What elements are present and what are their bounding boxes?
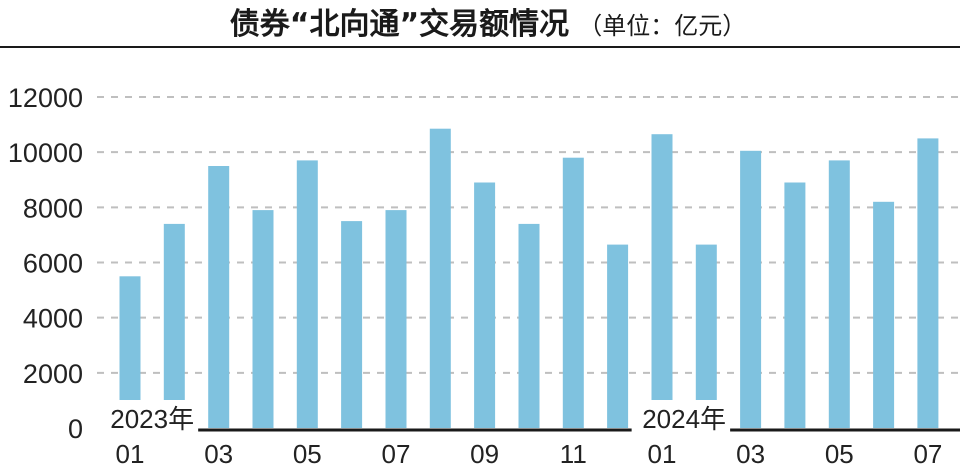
bar — [163, 223, 185, 428]
year-label: 2024年 — [642, 404, 726, 434]
bar — [873, 201, 895, 428]
bars — [119, 128, 939, 429]
bar — [119, 276, 141, 428]
y-tick-labels: 0 2000 4000 6000 8000 10000 12000 — [8, 83, 83, 444]
grid-lines — [97, 96, 960, 374]
chart-title-text: 债券“北向通”交易额情况 — [230, 7, 569, 42]
y-tick-label: 8000 — [23, 193, 83, 223]
x-tick-label: 03 — [204, 439, 233, 465]
bar — [695, 244, 717, 428]
y-tick-label: 10000 — [8, 138, 83, 168]
y-tick-label: 4000 — [23, 304, 83, 334]
chart-unit-text: （单位：亿元） — [578, 12, 746, 40]
bar — [429, 128, 451, 428]
bar — [562, 157, 584, 428]
bar — [740, 150, 762, 429]
x-tick-label: 05 — [293, 439, 322, 465]
x-tick-label: 05 — [825, 439, 854, 465]
bar — [474, 182, 496, 428]
x-tick-label: 09 — [470, 439, 499, 465]
bar — [518, 223, 540, 428]
year-label-backdrop — [638, 400, 731, 434]
bar — [252, 210, 274, 428]
x-tick-labels: 2023年 2024年 01 03 05 07 09 11 01 03 05 07 — [106, 400, 942, 465]
bar — [651, 134, 673, 428]
x-tick-label: 07 — [382, 439, 411, 465]
y-tick-label: 12000 — [8, 83, 83, 113]
x-tick-label: 03 — [736, 439, 765, 465]
y-tick-label: 2000 — [23, 359, 83, 389]
bar — [296, 160, 318, 428]
bar — [385, 210, 407, 428]
year-label: 2023年 — [110, 404, 194, 434]
y-tick-label: 0 — [68, 414, 83, 444]
x-tick-label: 07 — [913, 439, 942, 465]
bar — [828, 160, 850, 428]
x-tick-label: 01 — [116, 439, 145, 465]
bar — [784, 182, 806, 428]
x-tick-label: 11 — [560, 439, 587, 465]
bar — [607, 244, 629, 428]
y-tick-label: 6000 — [23, 249, 83, 279]
bar — [341, 221, 363, 428]
bar — [917, 138, 939, 428]
chart-title: 债券“北向通”交易额情况 （单位：亿元） — [230, 7, 747, 42]
x-tick-label: 01 — [647, 439, 676, 465]
bar — [208, 166, 230, 428]
year-label-backdrop — [106, 400, 199, 434]
